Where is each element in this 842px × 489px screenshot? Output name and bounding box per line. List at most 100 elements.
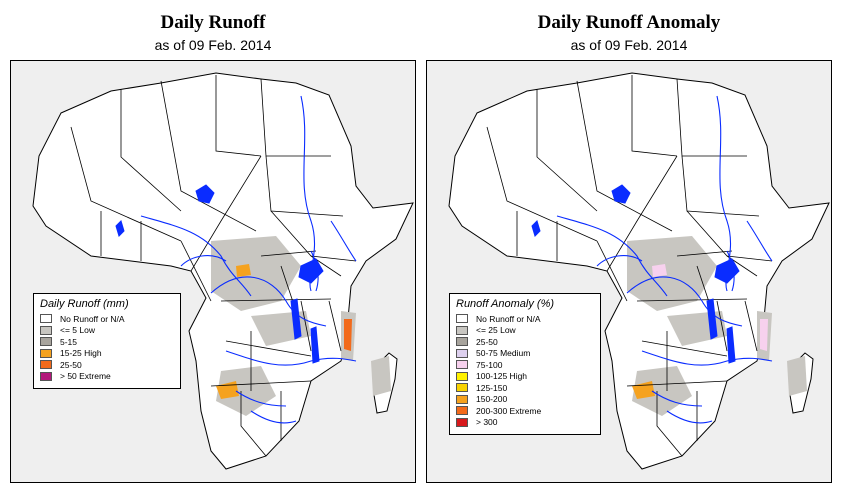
runoff-high-area (344, 319, 352, 351)
africa-map (448, 72, 830, 470)
map-frame: Runoff Anomaly (%) No Runoff or N/A <= 25… (426, 60, 832, 483)
river (556, 215, 668, 297)
lake (310, 326, 320, 364)
legend-item: 125-150 (456, 382, 594, 394)
legend-swatch (456, 348, 468, 358)
country-border (240, 391, 267, 457)
river (180, 255, 227, 267)
legend-swatch (456, 337, 468, 347)
river (210, 276, 327, 327)
country-border (260, 250, 317, 257)
country-border (190, 155, 262, 272)
runoff-high-area (652, 264, 667, 277)
lake (726, 326, 736, 364)
country-border (596, 240, 628, 302)
legend-swatch (456, 325, 468, 335)
legend-swatch (456, 417, 468, 427)
map-title: Daily Runoff (160, 12, 266, 33)
country-border (225, 340, 312, 357)
lake (195, 184, 215, 204)
country-border (70, 126, 182, 242)
legend-item: 5-15 (40, 336, 174, 348)
legend-swatch (40, 314, 52, 324)
legend-label: 25-50 (60, 359, 82, 370)
country-border (716, 300, 728, 352)
legend-swatch (456, 406, 468, 416)
legend-label: 5-15 (60, 336, 78, 347)
legend-label: 125-150 (476, 382, 508, 393)
river (641, 350, 773, 366)
country-border (744, 300, 758, 352)
legend-label: No Runoff or N/A (60, 313, 125, 324)
map-subtitle: as of 09 Feb. 2014 (570, 37, 688, 53)
lake (290, 298, 302, 340)
legend-swatch (456, 383, 468, 393)
legend-label: 75-100 (476, 359, 503, 370)
legend-label: 150-200 (476, 394, 508, 405)
country-border (486, 126, 598, 242)
legend-item: 50-75 Medium (456, 348, 594, 360)
runoff-area (216, 366, 276, 416)
runoff-anomaly-panel: Daily Runoff Anomaly as of 09 Feb. 2014 … (426, 0, 832, 489)
lake (611, 184, 631, 204)
country-border (328, 300, 342, 352)
legend-swatch (40, 348, 52, 358)
legend-item: No Runoff or N/A (40, 313, 174, 325)
legend-item: 150-200 (456, 394, 594, 406)
lake (706, 298, 718, 340)
legend-title: Daily Runoff (mm) (40, 298, 129, 310)
river (596, 255, 643, 267)
country-border (641, 340, 728, 357)
river (666, 410, 713, 424)
country-border (606, 155, 678, 272)
legend-label: <= 25 Low (476, 325, 516, 336)
legend-swatch (40, 360, 52, 370)
africa-map (32, 72, 414, 470)
country-border (626, 380, 728, 387)
river (746, 220, 773, 262)
legend-label: 25-50 (476, 336, 498, 347)
legend-item: 200-300 Extreme (456, 405, 594, 417)
map-subtitle: as of 09 Feb. 2014 (154, 37, 272, 53)
legend-label: 50-75 Medium (476, 348, 531, 359)
country-border (180, 240, 212, 302)
country-border (576, 80, 673, 232)
legend-item: 75-100 (456, 359, 594, 371)
legend-swatch (40, 337, 52, 347)
legend-swatch (40, 371, 52, 381)
legend-swatch (456, 360, 468, 370)
country-border (215, 75, 262, 157)
legend-item: No Runoff or N/A (456, 313, 594, 325)
country-border (120, 89, 182, 212)
legend-label: No Runoff or N/A (476, 313, 541, 324)
river (140, 215, 252, 297)
country-border (631, 75, 678, 157)
country-border (676, 250, 733, 257)
legend-swatch (456, 371, 468, 381)
river (235, 390, 287, 407)
daily-runoff-panel: Daily Runoff as of 09 Feb. 2014 Daily Ru… (10, 0, 416, 489)
country-border (656, 391, 683, 457)
legend-item: 15-25 High (40, 348, 174, 360)
country-border (536, 89, 598, 212)
map-title: Daily Runoff Anomaly (537, 12, 721, 33)
river (651, 390, 703, 407)
country-border (636, 298, 748, 302)
legend-item: > 50 Extreme (40, 371, 174, 383)
river (250, 410, 297, 424)
legend-item: 25-50 (456, 336, 594, 348)
runoff-area (371, 356, 391, 396)
lake (531, 220, 541, 237)
legend-label: 100-125 High (476, 371, 528, 382)
river (225, 350, 357, 366)
runoff-high-area (760, 319, 768, 351)
river (626, 276, 743, 327)
river (330, 220, 357, 262)
legend-item: <= 5 Low (40, 325, 174, 337)
runoff-high-area (236, 264, 251, 277)
legend-item: 100-125 High (456, 371, 594, 383)
map-legend: Runoff Anomaly (%) No Runoff or N/A <= 25… (449, 293, 601, 435)
lake (714, 258, 740, 284)
legend-swatch (456, 314, 468, 324)
runoff-area (632, 366, 692, 416)
